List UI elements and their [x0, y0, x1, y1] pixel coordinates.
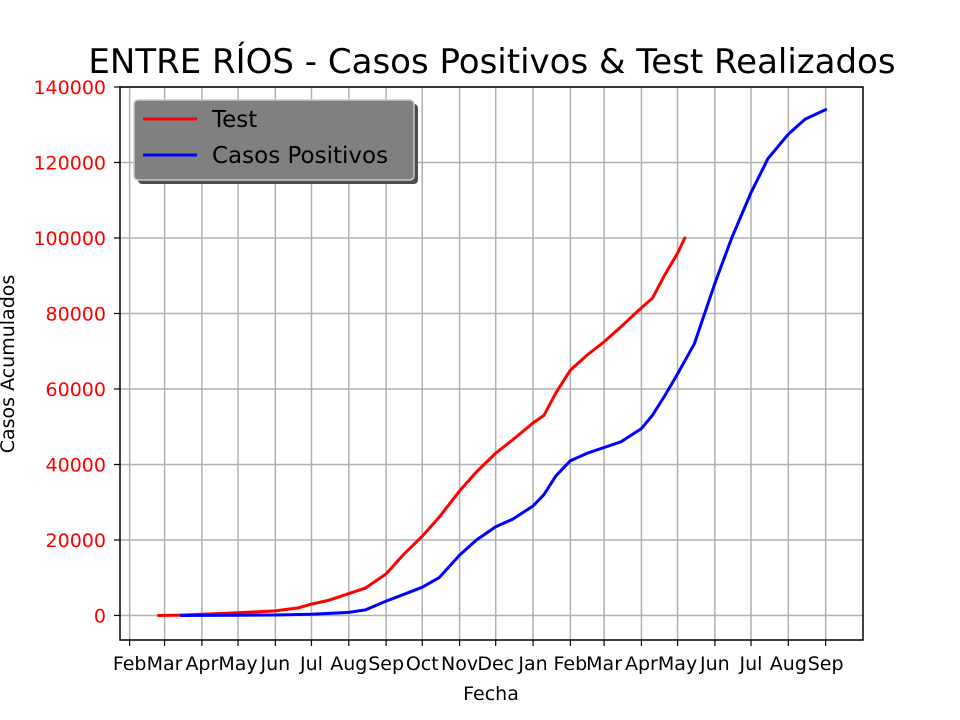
y-tick-label: 80000: [46, 303, 106, 325]
y-tick-label: 0: [94, 605, 106, 627]
x-tick-label: Mar: [147, 653, 183, 675]
series-line-casos-positivos: [179, 108, 828, 617]
x-tick-label: Aug: [770, 653, 807, 675]
x-tick-label: Mar: [586, 653, 622, 675]
y-axis: 0 20000 40000 60000 80000 100000 120000 140000: [33, 77, 120, 627]
y-tick-label: 140000: [33, 77, 106, 99]
series-lines: [157, 108, 828, 617]
x-tick-label: Jul: [299, 653, 323, 675]
chart-title: ENTRE RÍOS - Casos Positivos & Test Real…: [88, 41, 895, 82]
y-tick-label: 60000: [46, 379, 106, 401]
x-tick-label: Apr: [185, 653, 218, 675]
y-tick-label: 40000: [46, 454, 106, 476]
x-tick-label: Apr: [625, 653, 658, 675]
x-tick-label: Jan: [517, 653, 547, 675]
legend-label-casos-positivos: Casos Positivos: [212, 143, 388, 169]
y-tick-label: 120000: [33, 152, 106, 174]
x-tick-label: Feb: [113, 653, 147, 675]
legend: Test Casos Positivos: [133, 99, 418, 184]
x-tick-label: Jul: [739, 653, 763, 675]
x-tick-label: Oct: [406, 653, 439, 675]
y-axis-label: Casos Acumulados: [0, 275, 19, 454]
series-line-test: [157, 236, 687, 617]
x-tick-label: Nov: [441, 653, 478, 675]
x-tick-label: Jun: [259, 653, 290, 675]
x-tick-label: Sep: [368, 653, 404, 675]
x-axis: Feb Mar Apr May Jun Jul Aug Sep Oct Nov Dec Jan FebM…: [113, 640, 844, 675]
plot-area-frame: [119, 86, 864, 641]
x-tick-label: May: [658, 653, 697, 675]
x-tick-label: Aug: [330, 653, 367, 675]
x-tick-label: Sep: [808, 653, 844, 675]
x-tick-label: May: [218, 653, 257, 675]
y-tick-label: 20000: [46, 530, 106, 552]
x-axis-label: Fecha: [463, 683, 519, 705]
legend-box: [133, 99, 415, 181]
x-tick-label: Jun: [699, 653, 730, 675]
x-tick-label: Feb: [554, 653, 588, 675]
legend-label-test: Test: [211, 107, 257, 133]
x-tick-label: Dec: [477, 653, 514, 675]
y-tick-label: 100000: [33, 228, 106, 250]
